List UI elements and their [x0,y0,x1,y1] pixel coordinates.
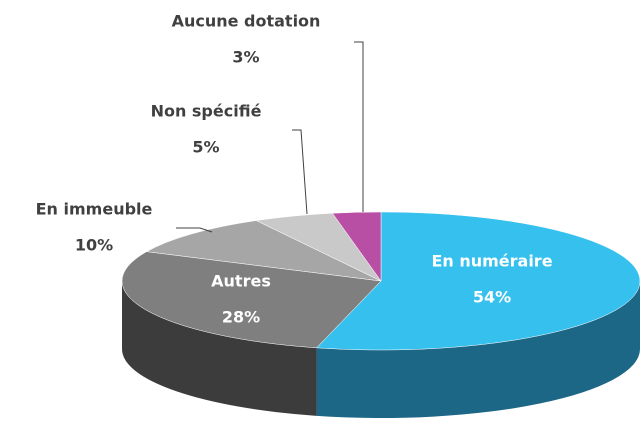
slice-value-label: 54% [473,288,511,307]
pie-slice [331,211,382,282]
slice-label: Aucune dotation [172,12,321,31]
pie-slice [316,211,641,351]
slice-label: En immeuble [36,200,153,219]
slice-label: En numéraire [431,252,552,271]
slice-value-label: 3% [232,48,259,67]
slice-value-label: 10% [75,236,113,255]
pie-side [122,281,317,416]
leader-line [292,129,308,215]
slice-value-label: 5% [192,138,219,157]
pie-slice [121,251,382,349]
leader-line [176,227,213,233]
pie-slice [145,220,382,282]
slice-label: Non spécifié [151,102,262,121]
pie-side [316,281,640,418]
slice-value-label: 28% [222,308,260,327]
leader-line [354,41,364,212]
slice-label: Autres [211,272,271,291]
